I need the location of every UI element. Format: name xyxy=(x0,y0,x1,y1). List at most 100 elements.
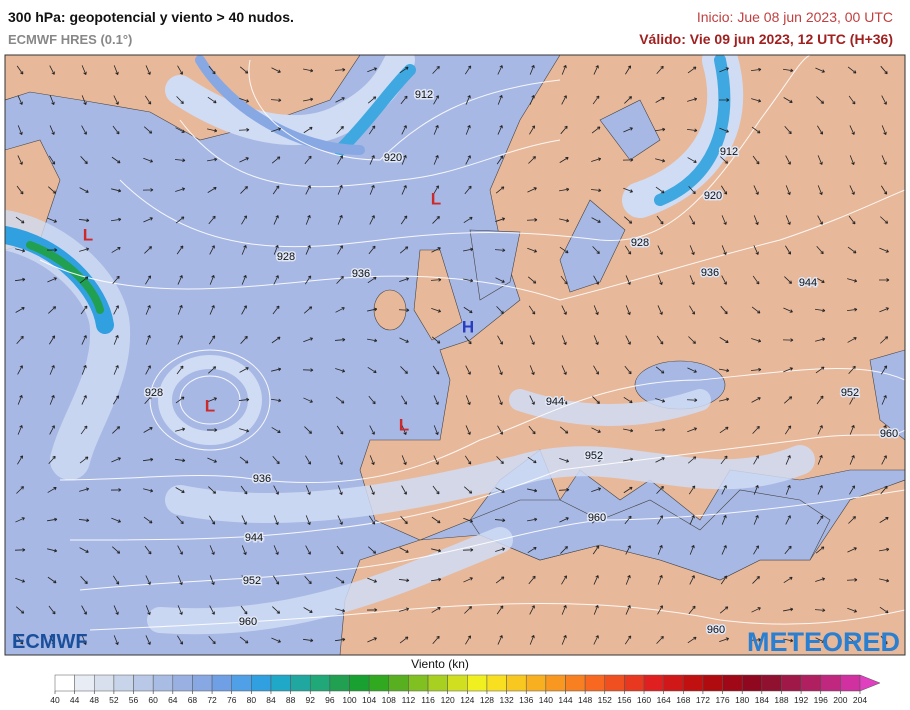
wind-arrow xyxy=(849,395,855,405)
wind-arrow xyxy=(111,247,121,253)
wind-arrow xyxy=(847,66,857,74)
wind-arrow xyxy=(207,157,218,162)
wind-arrow xyxy=(17,95,23,105)
wind-arrow xyxy=(785,485,791,495)
wind-arrow xyxy=(880,485,888,495)
wind-arrow xyxy=(273,515,279,525)
wind-arrow xyxy=(144,395,152,405)
wind-arrow xyxy=(271,127,282,132)
wind-arrow xyxy=(401,485,407,495)
colorbar-tick-label: 80 xyxy=(247,695,257,705)
wind-arrow xyxy=(143,516,153,524)
wind-arrow xyxy=(401,125,407,135)
wind-arrow xyxy=(431,247,441,253)
wind-arrow xyxy=(686,398,698,402)
wind-arrow xyxy=(113,395,120,405)
wind-arrow xyxy=(785,455,791,465)
colorbar-tick-label: 40 xyxy=(50,695,60,705)
wind-arrow xyxy=(79,547,89,553)
wind-arrow xyxy=(81,65,87,75)
wind-arrow xyxy=(336,545,344,555)
wind-arrow xyxy=(721,515,727,525)
wind-arrow xyxy=(271,336,281,344)
colorbar-tick-label: 200 xyxy=(833,695,847,705)
wind-arrow xyxy=(430,277,442,282)
wind-arrow xyxy=(816,96,825,104)
wind-arrow xyxy=(176,515,184,525)
colorbar-cell xyxy=(781,674,802,692)
wind-arrow xyxy=(240,335,248,344)
colorbar-cell xyxy=(702,674,723,692)
wind-arrow xyxy=(719,426,729,434)
wind-arrow xyxy=(848,365,856,374)
wind-arrow xyxy=(47,576,57,584)
wind-arrow xyxy=(848,516,856,524)
wind-arrow xyxy=(303,126,313,134)
wind-arrow xyxy=(208,366,217,374)
colorbar-tick-label: 188 xyxy=(774,695,788,705)
wind-arrow xyxy=(335,396,345,404)
wind-arrow xyxy=(782,338,794,342)
wind-arrow xyxy=(81,335,87,345)
wind-arrow xyxy=(240,186,248,194)
wind-arrow xyxy=(561,305,567,315)
wind-arrow xyxy=(814,608,826,613)
wind-arrow xyxy=(753,485,759,495)
wind-arrow xyxy=(47,487,57,493)
wind-arrow xyxy=(559,426,569,434)
wind-arrow xyxy=(144,246,152,254)
wind-arrow xyxy=(239,66,249,74)
wind-arrow xyxy=(815,277,825,283)
wind-arrow xyxy=(560,395,568,405)
wind-arrow xyxy=(783,607,794,612)
colorbar-cell xyxy=(54,674,75,692)
wind-arrow xyxy=(145,635,151,645)
wind-arrow xyxy=(783,367,793,373)
jet-streams xyxy=(5,55,815,635)
wind-arrow xyxy=(689,515,695,525)
contour-label: 944 xyxy=(245,532,263,544)
wind-arrow xyxy=(14,548,26,552)
wind-arrow xyxy=(239,428,250,433)
wind-arrow xyxy=(335,307,345,313)
colorbar-cell xyxy=(408,674,429,692)
wind-arrow xyxy=(143,427,153,433)
wind-arrow xyxy=(624,365,632,375)
wind-arrow xyxy=(815,637,825,643)
wind-arrow xyxy=(145,305,151,315)
wind-arrow xyxy=(273,215,279,225)
wind-arrow xyxy=(847,337,857,343)
init-time: Inicio: Jue 08 jun 2023, 00 UTC xyxy=(697,9,893,25)
contour-label: 936 xyxy=(253,473,271,485)
wind-arrow xyxy=(368,395,376,405)
wind-arrow xyxy=(590,188,602,193)
wind-arrow xyxy=(815,366,825,374)
contour-label: 960 xyxy=(707,624,725,636)
colorbar-tick-label: 156 xyxy=(617,695,631,705)
wind-arrow xyxy=(592,246,600,255)
wind-arrow xyxy=(367,96,377,104)
wind-arrow xyxy=(240,485,248,495)
wind-arrow xyxy=(753,545,759,555)
wind-arrow xyxy=(303,306,313,314)
wind-arrow xyxy=(719,337,729,344)
wind-arrow xyxy=(81,395,87,405)
wind-arrow xyxy=(110,217,122,222)
wind-arrow xyxy=(881,125,887,135)
wind-arrow xyxy=(369,485,375,495)
wind-arrow xyxy=(270,398,282,403)
wind-arrow xyxy=(273,485,279,495)
wind-arrow xyxy=(753,245,759,255)
wind-arrow xyxy=(177,335,183,345)
colorbar-tick-label: 52 xyxy=(109,695,119,705)
wind-arrow xyxy=(815,67,825,73)
wind-arrow xyxy=(145,365,151,375)
contour-label: 920 xyxy=(704,190,722,202)
wind-arrow xyxy=(687,157,697,163)
wind-arrow xyxy=(784,545,792,555)
wind-arrow xyxy=(465,635,471,645)
contour-label: 960 xyxy=(880,428,898,440)
wind-arrow xyxy=(687,66,697,74)
wind-arrow xyxy=(305,485,311,495)
wind-arrow xyxy=(593,365,599,375)
